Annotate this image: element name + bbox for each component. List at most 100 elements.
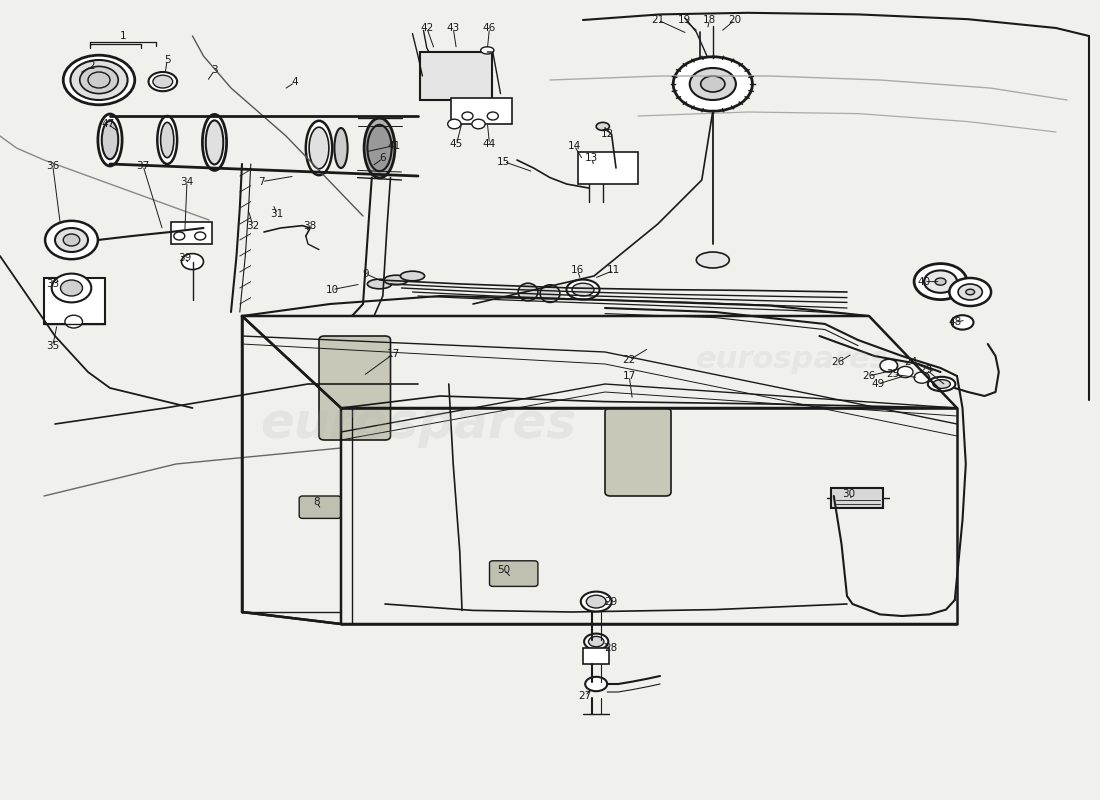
Ellipse shape xyxy=(206,121,223,165)
Text: 13: 13 xyxy=(585,154,598,163)
Text: 42: 42 xyxy=(420,23,433,33)
Text: 11: 11 xyxy=(607,266,620,275)
Ellipse shape xyxy=(572,283,594,296)
Text: 33: 33 xyxy=(46,279,59,289)
Ellipse shape xyxy=(481,46,494,54)
Text: 46: 46 xyxy=(483,23,496,33)
Text: 47: 47 xyxy=(101,119,114,129)
Text: 26: 26 xyxy=(862,371,876,381)
Text: 40: 40 xyxy=(917,277,931,286)
Ellipse shape xyxy=(933,379,950,388)
FancyBboxPatch shape xyxy=(319,336,390,440)
Text: 23: 23 xyxy=(920,365,933,374)
Text: 20: 20 xyxy=(728,15,741,25)
Text: 10: 10 xyxy=(326,285,339,294)
Text: 3: 3 xyxy=(211,66,218,75)
Circle shape xyxy=(448,119,461,129)
Circle shape xyxy=(52,274,91,302)
Text: 22: 22 xyxy=(623,355,636,365)
Ellipse shape xyxy=(584,634,608,650)
Text: 17: 17 xyxy=(387,349,400,358)
Ellipse shape xyxy=(202,114,227,170)
Ellipse shape xyxy=(306,121,332,175)
Text: 26: 26 xyxy=(832,358,845,367)
Text: 9: 9 xyxy=(362,269,369,278)
FancyBboxPatch shape xyxy=(605,408,671,496)
Text: 36: 36 xyxy=(46,161,59,170)
Text: 37: 37 xyxy=(136,161,150,170)
Text: 2: 2 xyxy=(88,62,95,71)
Ellipse shape xyxy=(367,125,392,171)
Circle shape xyxy=(880,359,898,372)
FancyBboxPatch shape xyxy=(490,561,538,586)
Ellipse shape xyxy=(701,76,725,92)
Text: 43: 43 xyxy=(447,23,460,33)
Bar xyxy=(44,278,104,324)
Circle shape xyxy=(60,280,82,296)
Ellipse shape xyxy=(101,121,119,159)
Ellipse shape xyxy=(148,72,177,91)
Text: 16: 16 xyxy=(571,266,584,275)
Ellipse shape xyxy=(79,66,119,94)
Ellipse shape xyxy=(384,275,408,285)
Circle shape xyxy=(898,366,913,378)
Text: 15: 15 xyxy=(497,157,510,166)
Ellipse shape xyxy=(157,116,177,164)
FancyBboxPatch shape xyxy=(299,496,341,518)
Ellipse shape xyxy=(566,279,600,299)
Text: 5: 5 xyxy=(164,55,170,65)
Text: 12: 12 xyxy=(601,130,614,139)
Text: 35: 35 xyxy=(46,341,59,350)
Text: 6: 6 xyxy=(379,154,386,163)
Text: 30: 30 xyxy=(843,490,856,499)
Text: 19: 19 xyxy=(678,15,691,25)
Text: 29: 29 xyxy=(604,597,617,606)
Text: 49: 49 xyxy=(871,379,884,389)
Ellipse shape xyxy=(309,127,329,169)
Ellipse shape xyxy=(586,595,606,608)
Text: 27: 27 xyxy=(579,691,592,701)
Ellipse shape xyxy=(367,279,392,289)
Circle shape xyxy=(65,315,82,328)
Ellipse shape xyxy=(952,315,974,330)
Bar xyxy=(583,648,609,664)
Ellipse shape xyxy=(64,55,134,105)
Text: 8: 8 xyxy=(314,498,320,507)
Text: 44: 44 xyxy=(483,139,496,149)
Ellipse shape xyxy=(966,289,975,295)
Text: 48: 48 xyxy=(948,318,961,327)
Ellipse shape xyxy=(64,234,79,246)
Ellipse shape xyxy=(98,114,122,166)
Text: 38: 38 xyxy=(304,221,317,230)
Circle shape xyxy=(914,372,929,383)
Ellipse shape xyxy=(400,271,425,281)
Text: 25: 25 xyxy=(887,370,900,379)
Ellipse shape xyxy=(153,75,173,88)
Text: 1: 1 xyxy=(120,31,127,41)
Bar xyxy=(420,52,492,100)
Ellipse shape xyxy=(673,57,752,111)
Text: 31: 31 xyxy=(271,210,284,219)
Text: 45: 45 xyxy=(450,139,463,149)
Ellipse shape xyxy=(958,284,982,300)
Ellipse shape xyxy=(55,228,88,252)
Ellipse shape xyxy=(45,221,98,259)
Text: 4: 4 xyxy=(292,78,298,87)
Text: 18: 18 xyxy=(703,15,716,25)
Ellipse shape xyxy=(540,285,560,302)
Ellipse shape xyxy=(585,677,607,691)
Text: 14: 14 xyxy=(568,141,581,150)
Ellipse shape xyxy=(596,122,609,130)
Ellipse shape xyxy=(364,118,395,178)
Ellipse shape xyxy=(690,68,736,100)
Ellipse shape xyxy=(696,252,729,268)
Circle shape xyxy=(462,112,473,120)
Ellipse shape xyxy=(161,122,174,158)
Circle shape xyxy=(472,119,485,129)
Text: eurospares: eurospares xyxy=(260,400,576,448)
Bar xyxy=(830,488,883,508)
Ellipse shape xyxy=(581,592,612,611)
Text: 41: 41 xyxy=(387,141,400,150)
Ellipse shape xyxy=(334,128,348,168)
Bar xyxy=(578,152,638,184)
